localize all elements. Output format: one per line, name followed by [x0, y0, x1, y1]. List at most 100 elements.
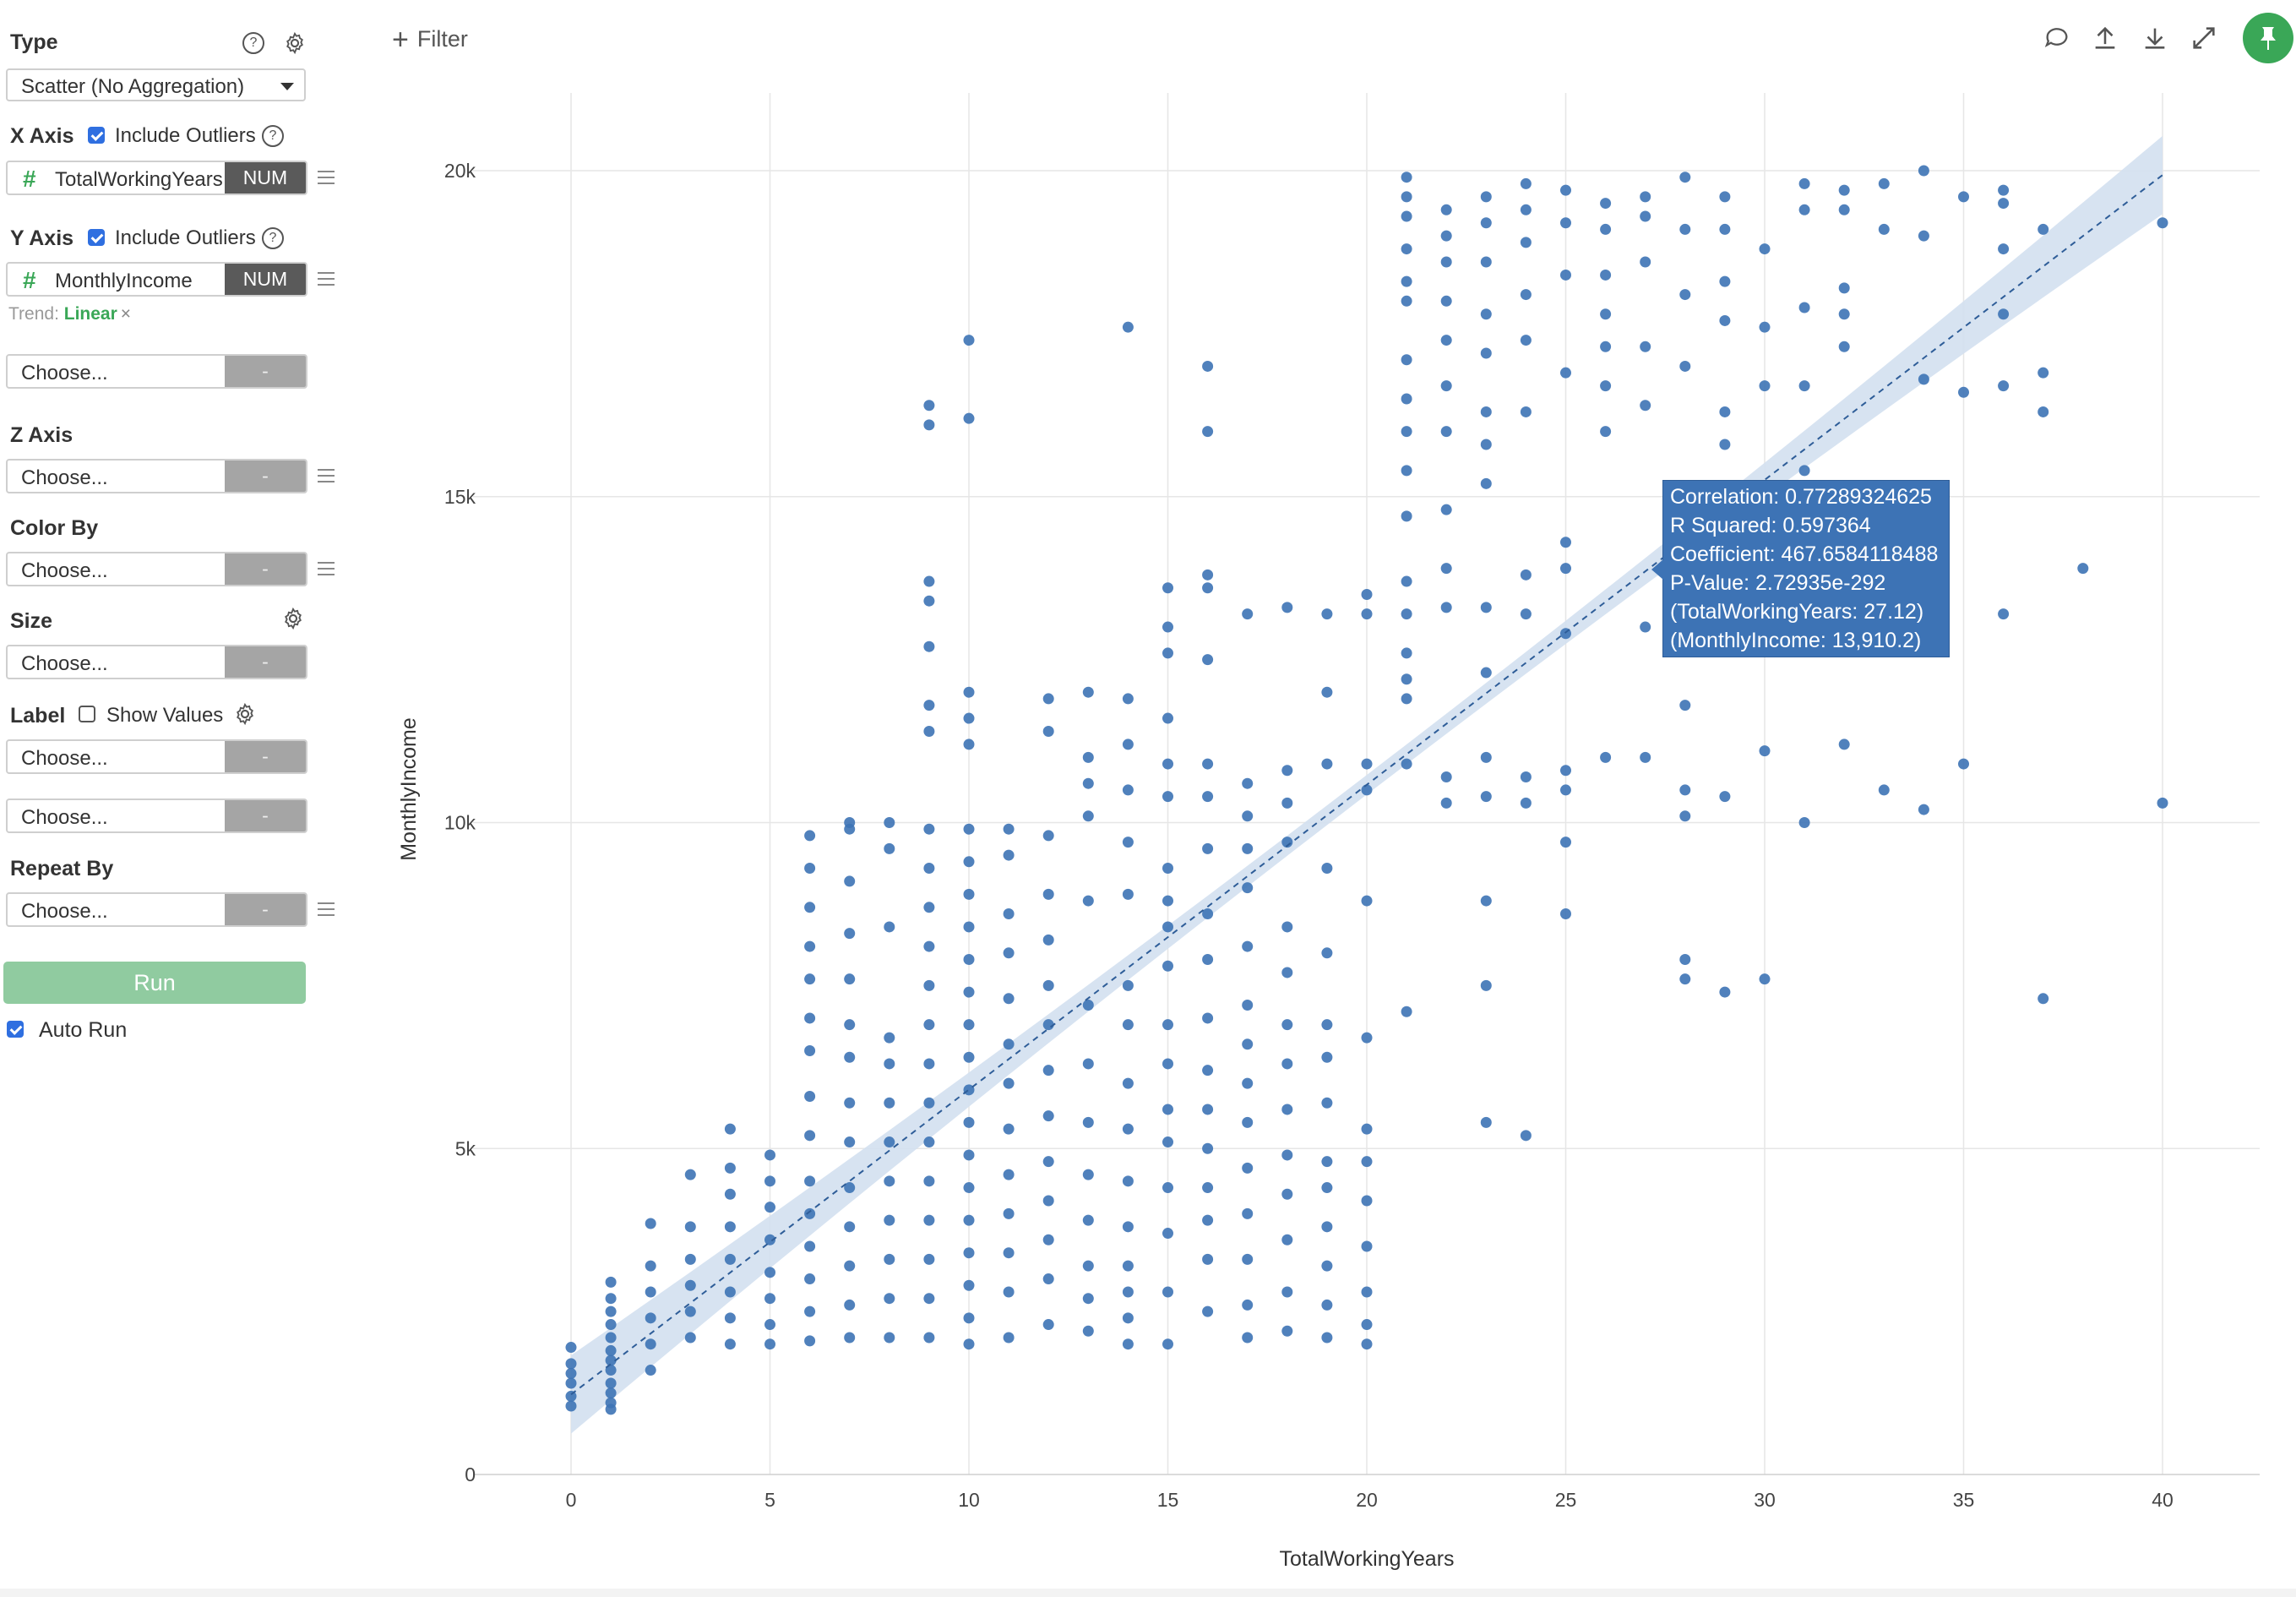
- data-point: [804, 1335, 816, 1347]
- data-point: [1998, 608, 2010, 620]
- data-point: [1679, 784, 1691, 796]
- data-point: [1401, 191, 1412, 203]
- menu-icon[interactable]: [318, 272, 335, 286]
- y-extra-type-badge[interactable]: -: [225, 356, 306, 387]
- show-values-checkbox[interactable]: [79, 706, 95, 722]
- expand-icon[interactable]: [2190, 24, 2218, 52]
- data-point: [1321, 1051, 1333, 1063]
- data-point: [1759, 380, 1771, 392]
- data-point: [1998, 198, 2010, 210]
- chart-type-select[interactable]: Scatter (No Aggregation): [6, 68, 306, 101]
- gear-icon[interactable]: [283, 31, 307, 55]
- data-point: [724, 1338, 736, 1350]
- label-type-badge-2[interactable]: -: [225, 800, 306, 831]
- repeat-by-type-badge[interactable]: -: [225, 894, 306, 925]
- data-point: [1122, 1175, 1134, 1187]
- data-point: [1560, 908, 1571, 920]
- x-axis-field[interactable]: # TotalWorkingYears NUM: [6, 161, 307, 195]
- data-point: [1082, 1000, 1094, 1011]
- data-point: [804, 863, 816, 875]
- data-point: [1480, 979, 1492, 991]
- repeat-by-field[interactable]: Choose... -: [6, 892, 307, 927]
- data-point: [884, 1214, 895, 1226]
- help-icon[interactable]: ?: [242, 32, 264, 54]
- close-icon[interactable]: ×: [120, 304, 132, 324]
- data-point: [1361, 1338, 1373, 1350]
- data-point: [1321, 1182, 1333, 1194]
- y-axis-title: MonthlyIncome: [397, 717, 421, 861]
- pin-button[interactable]: [2243, 13, 2293, 63]
- data-point: [1162, 621, 1173, 633]
- y-axis-field[interactable]: # MonthlyIncome NUM: [6, 262, 307, 297]
- data-point: [1401, 426, 1412, 438]
- x-axis-title-label: X Axis: [10, 124, 74, 148]
- color-by-field[interactable]: Choose... -: [6, 552, 307, 586]
- data-point: [1560, 184, 1571, 196]
- data-point: [1401, 608, 1412, 620]
- scatter-points: [565, 165, 2168, 1415]
- help-icon[interactable]: ?: [262, 125, 284, 147]
- data-point: [1162, 712, 1173, 724]
- data-point: [1202, 758, 1214, 770]
- x-axis-field-name: TotalWorkingYears: [55, 168, 223, 191]
- data-point: [684, 1332, 696, 1344]
- y-include-outliers-checkbox[interactable]: [88, 229, 105, 246]
- data-point: [1401, 243, 1412, 255]
- data-point: [1679, 700, 1691, 711]
- size-field[interactable]: Choose... -: [6, 645, 307, 679]
- z-axis-field[interactable]: Choose... -: [6, 459, 307, 493]
- x-include-outliers-checkbox[interactable]: [88, 127, 105, 144]
- y-axis-extra-field[interactable]: Choose... -: [6, 354, 307, 389]
- menu-icon[interactable]: [318, 469, 335, 482]
- data-point: [1520, 335, 1532, 346]
- gear-icon[interactable]: [233, 702, 257, 726]
- data-point: [645, 1260, 656, 1272]
- run-button[interactable]: Run: [3, 962, 306, 1004]
- comment-icon[interactable]: [2043, 24, 2071, 52]
- color-by-type-badge[interactable]: -: [225, 553, 306, 585]
- help-icon[interactable]: ?: [262, 227, 284, 249]
- label-field-2[interactable]: Choose... -: [6, 798, 307, 833]
- data-point: [1202, 791, 1214, 803]
- data-point: [1042, 934, 1054, 946]
- data-point: [605, 1319, 617, 1331]
- data-point: [605, 1387, 617, 1399]
- size-type-badge[interactable]: -: [225, 646, 306, 678]
- auto-run-checkbox[interactable]: [7, 1021, 24, 1038]
- menu-icon[interactable]: [318, 562, 335, 575]
- data-point: [923, 575, 935, 587]
- chevron-down-icon: [280, 83, 294, 90]
- data-point: [963, 1214, 975, 1226]
- data-point: [804, 1012, 816, 1024]
- gear-icon[interactable]: [281, 607, 305, 630]
- data-point: [1480, 191, 1492, 203]
- data-point: [1361, 1195, 1373, 1207]
- y-axis-type-badge[interactable]: NUM: [225, 264, 306, 295]
- data-point: [1122, 979, 1134, 991]
- data-point: [605, 1276, 617, 1288]
- trend-value-link[interactable]: Linear: [63, 304, 117, 324]
- label-type-badge-1[interactable]: -: [225, 741, 306, 772]
- download-icon[interactable]: [2141, 24, 2169, 52]
- number-type-icon: #: [23, 267, 36, 293]
- data-point: [1440, 295, 1452, 307]
- data-point: [1480, 256, 1492, 268]
- data-point: [1321, 758, 1333, 770]
- z-axis-type-badge[interactable]: -: [225, 461, 306, 492]
- trend-label: Trend:: [8, 304, 59, 324]
- data-point: [2038, 993, 2049, 1005]
- data-point: [844, 1136, 856, 1148]
- data-point: [1440, 380, 1452, 392]
- add-filter-button[interactable]: + Filter: [392, 24, 468, 57]
- data-point: [764, 1267, 775, 1278]
- menu-icon[interactable]: [318, 902, 335, 916]
- data-point: [1202, 1305, 1214, 1317]
- menu-icon[interactable]: [318, 171, 335, 184]
- data-point: [724, 1123, 736, 1135]
- upload-icon[interactable]: [2091, 24, 2119, 52]
- x-axis-type-badge[interactable]: NUM: [225, 162, 306, 193]
- data-point: [844, 1332, 856, 1344]
- data-point: [1122, 1286, 1134, 1298]
- label-field-1[interactable]: Choose... -: [6, 739, 307, 774]
- data-point: [1082, 895, 1094, 907]
